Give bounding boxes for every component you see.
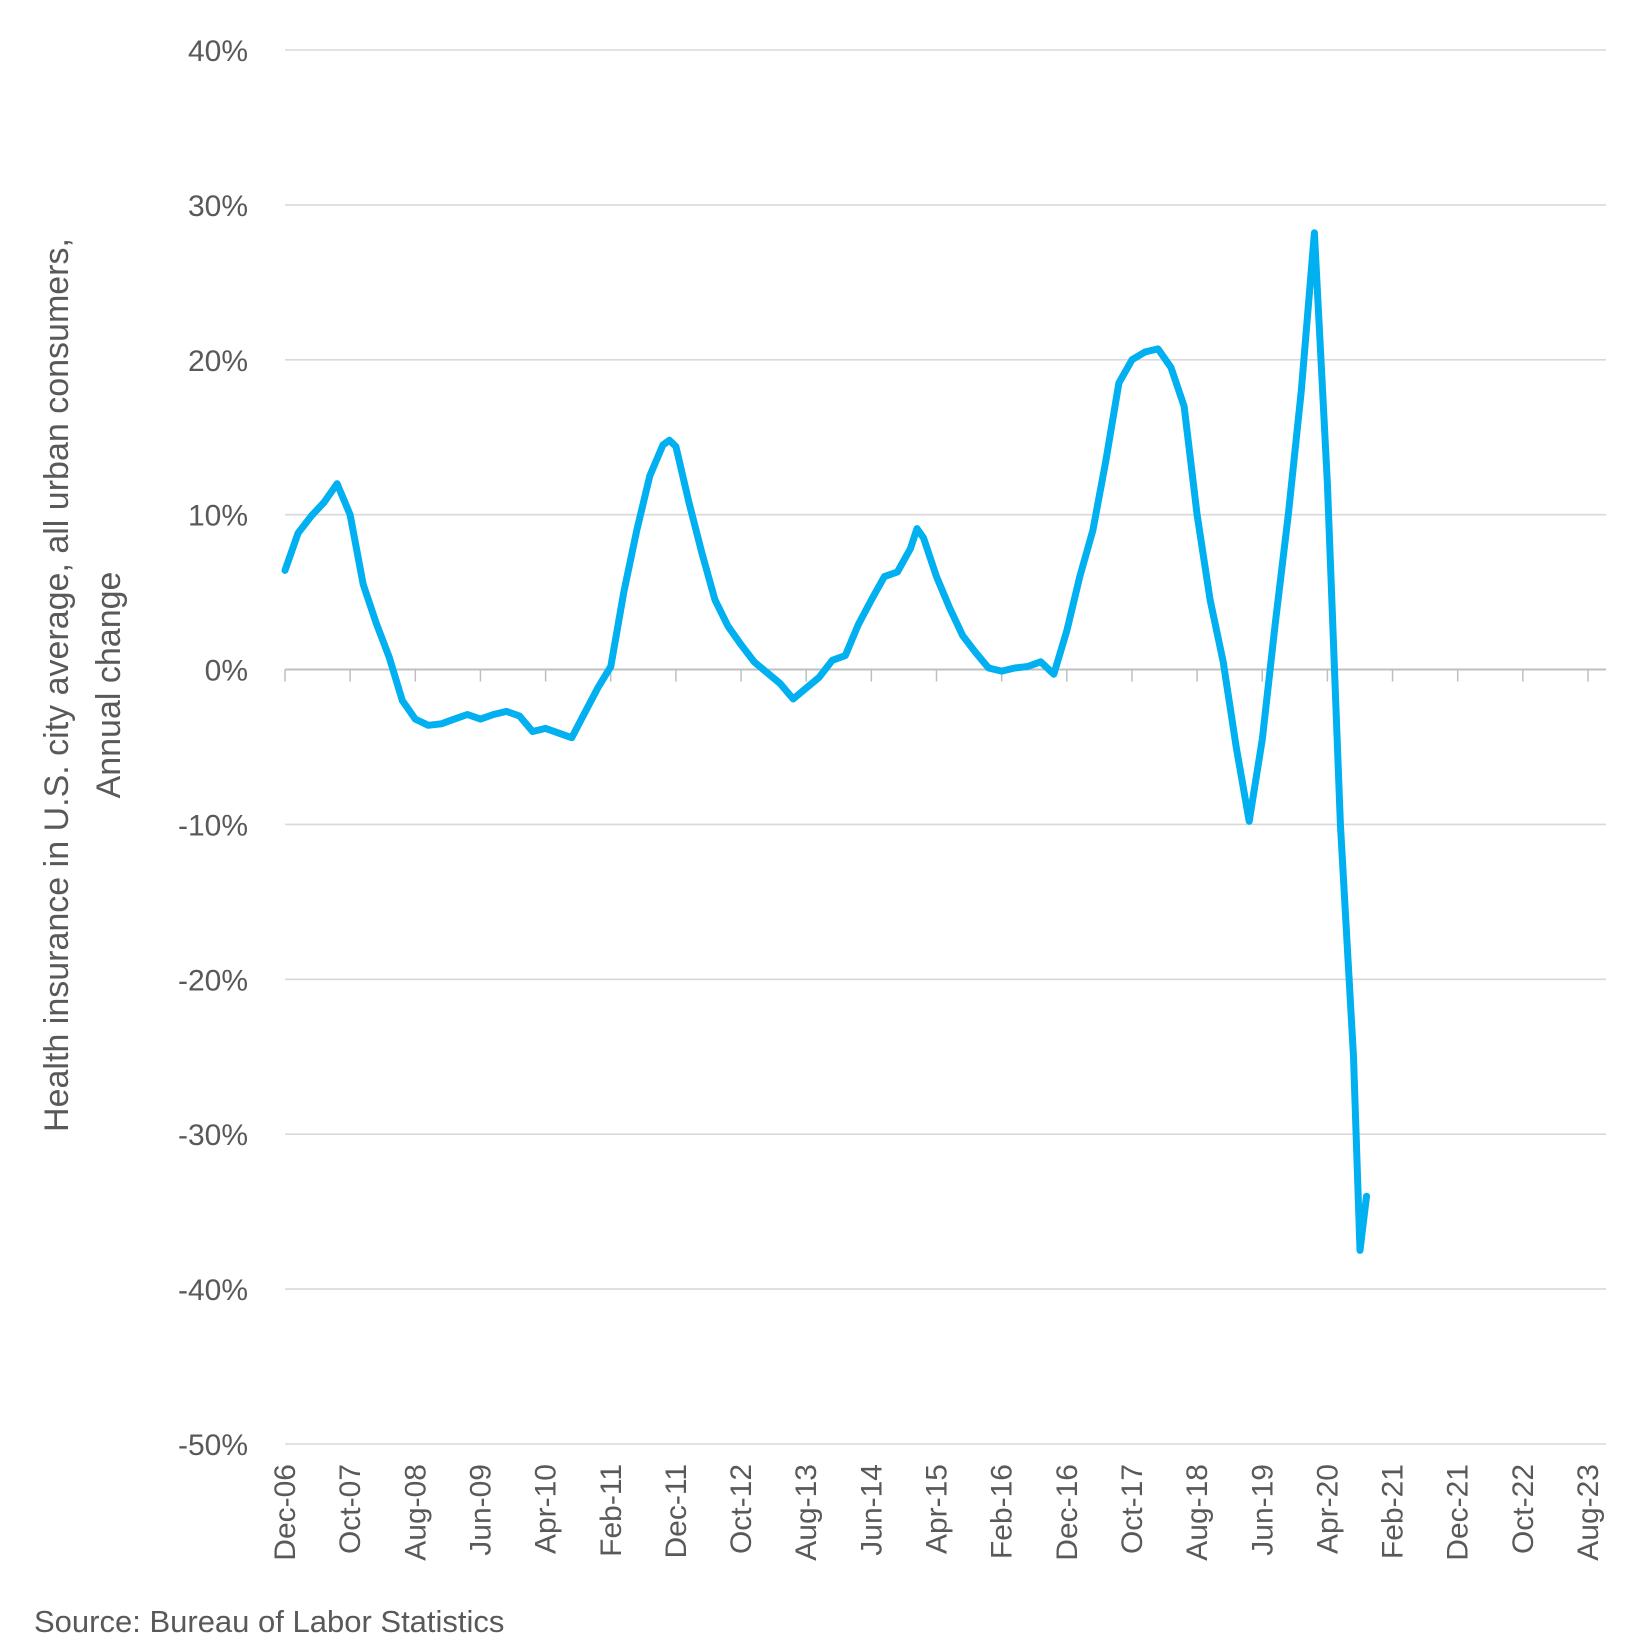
y-tick-label: -40% bbox=[178, 1274, 248, 1307]
x-tick-label: Jun-14 bbox=[855, 1464, 888, 1556]
x-tick-label: Feb-11 bbox=[595, 1464, 628, 1557]
x-tick-label: Apr-10 bbox=[530, 1464, 563, 1554]
x-tick-label: Jun-19 bbox=[1246, 1464, 1279, 1556]
x-tick-label: Dec-16 bbox=[1051, 1464, 1084, 1561]
y-tick-label: -30% bbox=[178, 1119, 248, 1152]
x-tick-label: Dec-21 bbox=[1442, 1464, 1475, 1561]
x-axis-tick-labels: Dec-06 Oct-07 Aug-08 Jun-09 Apr-10 Feb-11 Dec-… bbox=[269, 1464, 1605, 1561]
source-note: Source: Bureau of Labor Statistics bbox=[34, 1604, 505, 1639]
x-tick-label: Apr-15 bbox=[921, 1464, 954, 1554]
x-tick-label: Oct-07 bbox=[334, 1464, 367, 1554]
y-tick-label: -50% bbox=[178, 1429, 248, 1462]
x-tick-label: Oct-22 bbox=[1507, 1464, 1540, 1554]
x-tick-label: Oct-12 bbox=[725, 1464, 758, 1554]
x-tick-label: Oct-17 bbox=[1116, 1464, 1149, 1554]
x-tick-label: Dec-06 bbox=[269, 1464, 302, 1561]
x-tick-label: Aug-23 bbox=[1572, 1464, 1605, 1561]
y-tick-label: 0% bbox=[205, 655, 248, 688]
y-axis-tick-labels: 40% 30% 20% 10% 0% -10% -20% -30% -40% -50% bbox=[178, 35, 248, 1462]
y-tick-label: 20% bbox=[188, 345, 248, 378]
y-tick-label: 10% bbox=[188, 500, 248, 533]
y-tick-label: 40% bbox=[188, 35, 248, 68]
x-tick-label: Jun-09 bbox=[464, 1464, 497, 1556]
y-tick-label: -20% bbox=[178, 964, 248, 997]
y-axis-title-line1: Health insurance in U.S. city average, a… bbox=[38, 238, 76, 1132]
y-tick-label: 30% bbox=[188, 190, 248, 223]
y-tick-label: -10% bbox=[178, 809, 248, 842]
gridlines bbox=[284, 49, 1606, 1445]
series-line-layer bbox=[281, 229, 1370, 1254]
series-line bbox=[281, 229, 1370, 1254]
x-tick-label: Aug-13 bbox=[790, 1464, 823, 1561]
y-axis-title-line2: Annual change bbox=[90, 572, 128, 799]
x-tick-label: Apr-20 bbox=[1311, 1464, 1344, 1554]
x-tick-label: Aug-18 bbox=[1181, 1464, 1214, 1561]
x-tick-label: Feb-21 bbox=[1377, 1464, 1410, 1559]
x-tick-label: Feb-16 bbox=[986, 1464, 1019, 1559]
x-tick-label: Aug-08 bbox=[399, 1464, 432, 1561]
x-tick-label: Dec-11 bbox=[660, 1464, 693, 1558]
